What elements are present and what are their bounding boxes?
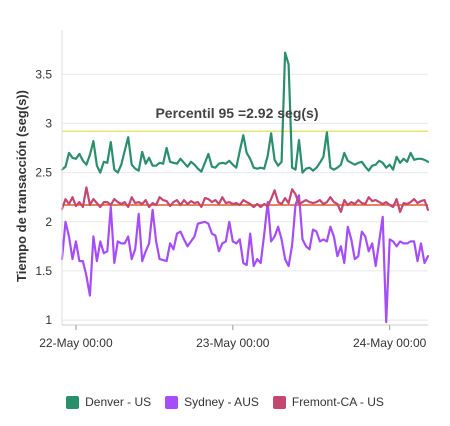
- series-line-sydney-aus: [60, 194, 430, 324]
- y-tick-label: 2.5: [35, 166, 52, 180]
- legend-item[interactable]: Sydney - AUS: [165, 395, 259, 409]
- series-lines: [60, 51, 430, 324]
- series-line-denver-us: [60, 51, 430, 174]
- legend-label: Denver - US: [85, 395, 152, 409]
- legend-item[interactable]: Fremont-CA - US: [272, 395, 384, 409]
- x-tick-label: 22-May 00:00: [39, 336, 113, 350]
- x-tick-label: 23-May 00:00: [196, 336, 270, 350]
- y-tick-label: 3: [45, 116, 52, 130]
- y-axis-label: Tiempo de transacción (seg(s)): [14, 90, 29, 282]
- series-line-fremont-ca-us: [60, 186, 430, 213]
- legend-swatch: [165, 395, 179, 409]
- grid-lines: [62, 73, 428, 321]
- axes: 1 1.5 2 2.5 3 3.5 22-May 00:00 23-May 00:00 24-M…: [35, 30, 428, 350]
- y-tick-label: 1.5: [35, 264, 52, 278]
- legend-swatch: [66, 395, 80, 409]
- legend-label: Sydney - AUS: [184, 395, 259, 409]
- legend-label: Fremont-CA - US: [291, 395, 384, 409]
- y-tick-label: 3.5: [35, 67, 52, 81]
- y-tick-label: 1: [45, 313, 52, 327]
- legend-item[interactable]: Denver - US: [66, 395, 151, 409]
- legend-swatch: [272, 395, 286, 409]
- percentile-annotation: Percentil 95 =2.92 seg(s): [155, 105, 318, 121]
- reference-lines: [62, 130, 428, 206]
- legend: Denver - US Sydney - AUS Fremont-CA - US: [0, 395, 450, 409]
- y-tick-label: 2: [45, 215, 52, 229]
- x-tick-label: 24-May 00:00: [353, 336, 427, 350]
